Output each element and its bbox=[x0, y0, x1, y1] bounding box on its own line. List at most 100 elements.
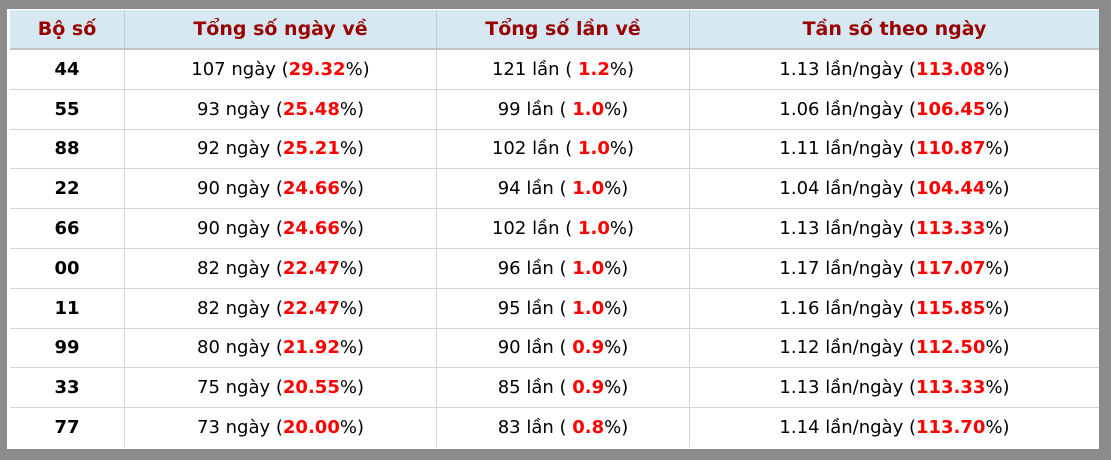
days-cell: 73 ngày (20.00%) bbox=[125, 408, 437, 447]
percent-suffix: %) bbox=[345, 58, 370, 80]
times-text: 102 lần ( bbox=[491, 218, 578, 240]
percent-suffix: %) bbox=[985, 337, 1010, 359]
times-text: 85 lần ( bbox=[497, 377, 573, 399]
freq-cell: 1.13 lần/ngày (113.33%) bbox=[690, 368, 1099, 407]
times-percent: 1.0 bbox=[577, 218, 610, 240]
days-percent: 25.48 bbox=[282, 98, 340, 120]
pair-value: 22 bbox=[54, 178, 80, 200]
table-header: Bộ số Tổng số ngày về Tổng số lần về Tần… bbox=[10, 10, 1099, 50]
percent-suffix: %) bbox=[339, 297, 364, 319]
percent-suffix: %) bbox=[609, 218, 634, 240]
percent-suffix: %) bbox=[339, 178, 364, 200]
days-text: 92 ngày ( bbox=[197, 138, 283, 160]
table-row: 33 75 ngày (20.55%) 85 lần ( 0.9%) 1.13 lần… bbox=[10, 368, 1099, 409]
pair-value: 99 bbox=[54, 337, 80, 359]
days-text: 107 ngày ( bbox=[191, 58, 289, 80]
times-percent: 1.0 bbox=[577, 138, 610, 160]
percent-suffix: %) bbox=[604, 417, 629, 439]
freq-cell: 1.11 lần/ngày (110.87%) bbox=[690, 130, 1099, 169]
days-cell: 90 ngày (24.66%) bbox=[125, 209, 437, 248]
header-label-pair: Bộ số bbox=[37, 18, 97, 40]
days-cell: 93 ngày (25.48%) bbox=[125, 89, 437, 129]
lottery-stats-table: Bộ số Tổng số ngày về Tổng số lần về Tần… bbox=[10, 10, 1099, 447]
table-row: 55 93 ngày (25.48%) 99 lần ( 1.0%) 1.06 lần… bbox=[10, 89, 1099, 130]
header-label-days: Tổng số ngày về bbox=[193, 18, 368, 40]
freq-text: 1.13 lần/ngày ( bbox=[779, 58, 916, 80]
percent-suffix: %) bbox=[985, 377, 1010, 399]
times-cell: 121 lần ( 1.2%) bbox=[437, 50, 690, 89]
pair-cell: 22 bbox=[10, 169, 125, 209]
freq-percent: 104.44 bbox=[915, 178, 986, 200]
freq-percent: 117.07 bbox=[915, 257, 986, 279]
percent-suffix: %) bbox=[339, 138, 364, 160]
header-cell-pair: Bộ số bbox=[10, 10, 125, 48]
percent-suffix: %) bbox=[985, 98, 1010, 120]
days-percent: 24.66 bbox=[282, 218, 340, 240]
header-label-freq: Tần số theo ngày bbox=[802, 18, 987, 40]
percent-suffix: %) bbox=[604, 337, 629, 359]
days-cell: 82 ngày (22.47%) bbox=[125, 288, 437, 328]
times-cell: 95 lần ( 1.0%) bbox=[437, 288, 690, 328]
percent-suffix: %) bbox=[609, 138, 634, 160]
times-cell: 83 lần ( 0.8%) bbox=[437, 408, 690, 447]
percent-suffix: %) bbox=[604, 257, 629, 279]
pair-value: 88 bbox=[54, 138, 80, 160]
freq-percent: 112.50 bbox=[915, 337, 986, 359]
days-text: 80 ngày ( bbox=[197, 337, 283, 359]
pair-cell: 44 bbox=[10, 50, 125, 89]
days-percent: 21.92 bbox=[282, 337, 340, 359]
days-text: 73 ngày ( bbox=[197, 417, 283, 439]
freq-text: 1.13 lần/ngày ( bbox=[779, 218, 916, 240]
days-cell: 90 ngày (24.66%) bbox=[125, 169, 437, 209]
freq-cell: 1.13 lần/ngày (113.08%) bbox=[690, 50, 1099, 89]
pair-value: 55 bbox=[54, 98, 80, 120]
table-row: 88 92 ngày (25.21%) 102 lần ( 1.0%) 1.11 lầ… bbox=[10, 129, 1099, 170]
days-cell: 92 ngày (25.21%) bbox=[125, 129, 437, 169]
freq-percent: 110.87 bbox=[915, 138, 986, 160]
freq-cell: 1.13 lần/ngày (113.33%) bbox=[690, 209, 1099, 248]
times-text: 90 lần ( bbox=[497, 337, 573, 359]
days-percent: 22.47 bbox=[282, 297, 340, 319]
freq-text: 1.17 lần/ngày ( bbox=[779, 257, 916, 279]
freq-text: 1.14 lần/ngày ( bbox=[779, 417, 916, 439]
times-cell: 102 lần ( 1.0%) bbox=[437, 129, 690, 169]
freq-text: 1.16 lần/ngày ( bbox=[779, 297, 916, 319]
freq-percent: 113.33 bbox=[915, 218, 986, 240]
header-cell-times: Tổng số lần về bbox=[437, 10, 690, 48]
freq-percent: 113.70 bbox=[915, 417, 986, 439]
days-percent: 20.00 bbox=[282, 417, 340, 439]
freq-percent: 113.08 bbox=[915, 58, 986, 80]
days-percent: 24.66 bbox=[282, 178, 340, 200]
freq-text: 1.04 lần/ngày ( bbox=[779, 178, 916, 200]
days-cell: 75 ngày (20.55%) bbox=[125, 368, 437, 408]
freq-percent: 113.33 bbox=[915, 377, 986, 399]
times-cell: 96 lần ( 1.0%) bbox=[437, 248, 690, 288]
days-text: 90 ngày ( bbox=[197, 178, 283, 200]
percent-suffix: %) bbox=[985, 417, 1010, 439]
table-row: 22 90 ngày (24.66%) 94 lần ( 1.0%) 1.04 lần… bbox=[10, 169, 1099, 210]
freq-cell: 1.06 lần/ngày (106.45%) bbox=[690, 90, 1099, 129]
days-text: 93 ngày ( bbox=[197, 98, 283, 120]
table-body: 44 107 ngày (29.32%) 121 lần ( 1.2%) 1.13 l… bbox=[10, 50, 1099, 447]
table-row: 66 90 ngày (24.66%) 102 lần ( 1.0%) 1.13 lầ… bbox=[10, 209, 1099, 249]
freq-cell: 1.16 lần/ngày (115.85%) bbox=[690, 289, 1099, 328]
pair-cell: 11 bbox=[10, 288, 125, 328]
times-percent: 0.9 bbox=[572, 377, 605, 399]
table-panel: Bộ số Tổng số ngày về Tổng số lần về Tần… bbox=[7, 9, 1099, 449]
times-percent: 1.2 bbox=[577, 58, 610, 80]
percent-suffix: %) bbox=[604, 98, 629, 120]
freq-text: 1.06 lần/ngày ( bbox=[779, 98, 916, 120]
days-text: 75 ngày ( bbox=[197, 377, 283, 399]
percent-suffix: %) bbox=[604, 377, 629, 399]
pair-value: 00 bbox=[54, 257, 80, 279]
days-percent: 20.55 bbox=[282, 377, 340, 399]
times-percent: 1.0 bbox=[572, 178, 605, 200]
times-cell: 99 lần ( 1.0%) bbox=[437, 89, 690, 129]
percent-suffix: %) bbox=[604, 297, 629, 319]
times-text: 99 lần ( bbox=[497, 98, 573, 120]
days-text: 82 ngày ( bbox=[197, 297, 283, 319]
percent-suffix: %) bbox=[339, 98, 364, 120]
percent-suffix: %) bbox=[339, 417, 364, 439]
times-percent: 0.9 bbox=[572, 337, 605, 359]
